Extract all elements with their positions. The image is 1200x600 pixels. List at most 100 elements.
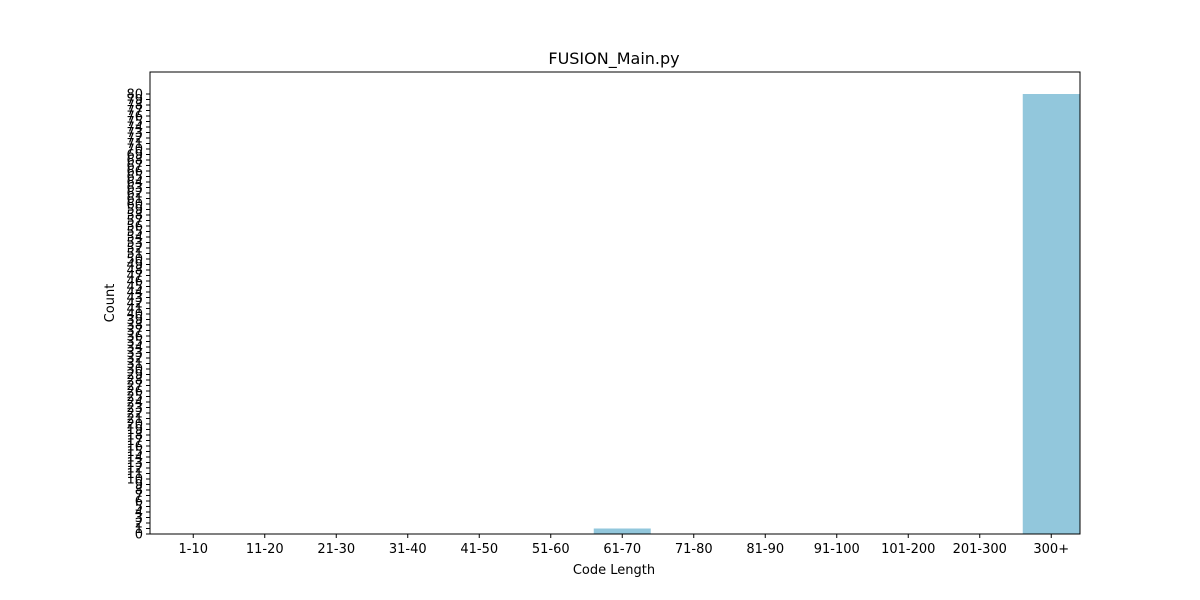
y-tick-label: 38 — [126, 319, 143, 334]
y-tick-label: 75 — [126, 115, 143, 130]
x-tick-label: 71-80 — [675, 542, 713, 557]
y-tick-label: 9 — [135, 478, 143, 493]
y-tick-label: 60 — [126, 198, 143, 213]
bars — [593, 94, 1080, 534]
y-tick-label: 2 — [135, 517, 143, 532]
x-tick-label: 201-300 — [953, 542, 1007, 557]
y-tick-label: 47 — [126, 269, 143, 284]
y-tick-label: 57 — [126, 214, 143, 229]
x-tick-label: 51-60 — [532, 542, 570, 557]
y-tick-label: 26 — [126, 385, 143, 400]
y-axis-label: Count — [103, 284, 118, 323]
y-tick-label: 76 — [126, 110, 143, 125]
y-tick-label: 15 — [126, 445, 143, 460]
x-axis: 1-10 11-20 21-30 31-40 41-50 51-60 61-70 71-80 8… — [178, 534, 1069, 557]
y-tick-label: 50 — [126, 253, 143, 268]
y-tick-label: 37 — [126, 324, 143, 339]
y-tick-label: 0 — [135, 528, 143, 543]
x-axis-label: Code Length — [573, 563, 655, 578]
x-tick-label: 41-50 — [460, 542, 498, 557]
y-tick-label: 70 — [126, 143, 143, 158]
y-tick-label: 71 — [126, 137, 143, 152]
y-tick-label: 20 — [126, 418, 143, 433]
bar-61-70 — [593, 528, 651, 534]
y-tick-label: 61 — [126, 192, 143, 207]
y-tick-label: 68 — [126, 154, 143, 169]
x-tick-label: 101-200 — [881, 542, 935, 557]
y-tick-label: 54 — [126, 231, 143, 246]
y-tick-label: 63 — [126, 181, 143, 196]
y-tick-label: 12 — [126, 462, 143, 477]
y-tick-label: 13 — [126, 456, 143, 471]
y-tick-label: 5 — [135, 500, 143, 515]
y-tick-label: 53 — [126, 236, 143, 251]
y-tick-label: 34 — [126, 341, 143, 356]
y-tick-label: 24 — [126, 396, 143, 411]
y-tick-label: 28 — [126, 374, 143, 389]
y-tick-label: 78 — [126, 99, 143, 114]
y-tick-label: 30 — [126, 363, 143, 378]
y-tick-label: 7 — [135, 489, 143, 504]
y-tick-label: 43 — [126, 291, 143, 306]
y-tick-label: 55 — [126, 225, 143, 240]
y-tick-label: 42 — [126, 297, 143, 312]
x-tick-label: 1-10 — [178, 542, 208, 557]
chart-title: FUSION_Main.py — [548, 49, 679, 69]
y-tick-label: 10 — [126, 473, 143, 488]
y-tick-label: 69 — [126, 148, 143, 163]
y-tick-label: 49 — [126, 258, 143, 273]
y-tick-label: 77 — [126, 104, 143, 119]
y-tick-label: 66 — [126, 165, 143, 180]
y-tick-label: 35 — [126, 335, 143, 350]
y-tick-label: 25 — [126, 390, 143, 405]
y-tick-label: 14 — [126, 451, 143, 466]
y-tick-label: 56 — [126, 220, 143, 235]
y-tick-label: 31 — [126, 357, 143, 372]
y-tick-label: 29 — [126, 368, 143, 383]
y-tick-label: 51 — [126, 247, 143, 262]
y-tick-label: 33 — [126, 346, 143, 361]
y-tick-label: 41 — [126, 302, 143, 317]
y-tick-label: 45 — [126, 280, 143, 295]
x-tick-label: 300+ — [1033, 542, 1069, 557]
y-tick-label: 8 — [135, 484, 143, 499]
y-tick-label: 11 — [126, 467, 143, 482]
y-tick-label: 4 — [135, 506, 143, 521]
y-tick-label: 22 — [126, 407, 143, 422]
bar-300+ — [1022, 94, 1080, 534]
y-tick-label: 52 — [126, 242, 143, 257]
y-tick-label: 67 — [126, 159, 143, 174]
x-tick-label: 21-30 — [317, 542, 355, 557]
y-tick-label: 6 — [135, 495, 143, 510]
y-tick-label: 36 — [126, 330, 143, 345]
y-tick-label: 23 — [126, 401, 143, 416]
y-tick-label: 44 — [126, 286, 143, 301]
x-tick-label: 91-100 — [814, 542, 860, 557]
y-tick-label: 21 — [126, 412, 143, 427]
y-tick-label: 17 — [126, 434, 143, 449]
x-tick-label: 11-20 — [246, 542, 284, 557]
y-tick-label: 48 — [126, 264, 143, 279]
y-tick-label: 72 — [126, 132, 143, 147]
y-axis: 0123456789101112131415161718192021222324… — [126, 88, 150, 543]
x-tick-label: 31-40 — [389, 542, 427, 557]
y-tick-label: 16 — [126, 440, 143, 455]
y-tick-label: 32 — [126, 352, 143, 367]
y-tick-label: 64 — [126, 176, 143, 191]
y-tick-label: 58 — [126, 209, 143, 224]
y-tick-label: 46 — [126, 275, 143, 290]
y-tick-label: 3 — [135, 511, 143, 526]
y-tick-label: 18 — [126, 429, 143, 444]
y-tick-label: 65 — [126, 170, 143, 185]
y-tick-label: 39 — [126, 313, 143, 328]
y-tick-label: 1 — [135, 522, 143, 537]
x-tick-label: 61-70 — [603, 542, 641, 557]
y-tick-label: 19 — [126, 423, 143, 438]
plot-frame — [149, 71, 1081, 535]
y-tick-label: 40 — [126, 308, 143, 323]
y-tick-label: 59 — [126, 203, 143, 218]
x-tick-label: 81-90 — [746, 542, 784, 557]
y-tick-label: 27 — [126, 379, 143, 394]
y-tick-label: 73 — [126, 126, 143, 141]
